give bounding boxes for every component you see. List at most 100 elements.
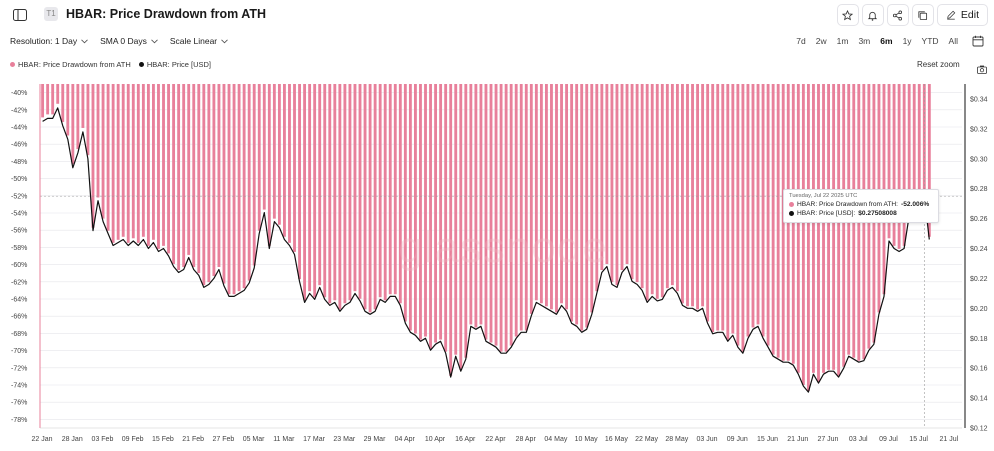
drawdown-bar — [343, 84, 347, 304]
drawdown-bar — [413, 84, 417, 334]
drawdown-bar — [408, 84, 412, 331]
drawdown-bar — [459, 84, 463, 370]
drawdown-bar — [126, 84, 130, 243]
drawdown-bar — [479, 84, 483, 325]
sma-dropdown[interactable]: SMA 0 Days — [100, 36, 158, 46]
x-tick-label: 27 Feb — [212, 436, 234, 443]
drawdown-bar — [494, 84, 498, 346]
copy-icon[interactable] — [911, 4, 934, 26]
tooltip-drawdown-label: HBAR: Price Drawdown from ATH: — [797, 201, 899, 208]
drawdown-bar — [71, 84, 75, 165]
range-button-3m[interactable]: 3m — [858, 36, 871, 46]
drawdown-bar — [46, 84, 50, 115]
drawdown-bar — [348, 84, 352, 301]
scale-dropdown[interactable]: Scale Linear — [170, 36, 228, 46]
calendar-icon[interactable] — [972, 34, 986, 48]
drawdown-bar — [529, 84, 533, 314]
x-tick-label: 23 Mar — [333, 436, 355, 443]
x-axis: 22 Jan 28 Jan 03 Feb 09 Feb 15 Feb 21 Feb 27 F… — [31, 427, 962, 443]
drawdown-bar — [86, 84, 90, 156]
range-button-all[interactable]: All — [948, 36, 958, 46]
y-right-tick-label: $0.18 — [970, 336, 988, 343]
range-button-1m[interactable]: 1m — [836, 36, 849, 46]
y-right-tick-label: $0.26 — [970, 216, 988, 223]
x-tick-label: 22 Apr — [485, 436, 506, 443]
drawdown-bar — [333, 84, 337, 301]
drawdown-bar — [681, 84, 684, 304]
drawdown-bar — [318, 84, 322, 286]
y-right-tick-label: $0.16 — [970, 366, 988, 373]
x-tick-label: 28 Apr — [516, 436, 537, 443]
drawdown-bar — [323, 84, 327, 298]
drawdown-bar — [157, 84, 160, 249]
tooltip-drawdown-value: -52.006% — [901, 201, 930, 208]
resolution-dropdown[interactable]: Resolution: 1 Day — [10, 36, 88, 46]
star-icon[interactable] — [836, 4, 859, 26]
drawdown-bar — [363, 84, 367, 310]
drawdown-bar — [570, 84, 574, 322]
range-button-ytd[interactable]: YTD — [921, 36, 939, 46]
x-tick-label: 22 May — [635, 436, 658, 443]
drawdown-bar — [182, 84, 186, 268]
drawdown-bar — [262, 84, 266, 210]
x-tick-label: 21 Feb — [182, 436, 204, 443]
chevron-down-icon — [221, 38, 228, 43]
drawdown-bar — [716, 84, 720, 331]
tooltip-price-label: HBAR: Price [USD]: — [797, 210, 856, 217]
price-line — [42, 107, 930, 393]
y-left-tick-label: -44% — [11, 125, 27, 132]
drawdown-bar — [106, 84, 110, 231]
drawdown-bar — [560, 84, 563, 304]
drawdown-bar — [812, 84, 815, 373]
x-tick-label: 10 May — [575, 436, 598, 443]
drawdown-bar — [600, 84, 604, 271]
drawdown-bar — [897, 84, 901, 249]
drawdown-bar — [353, 84, 357, 292]
legend-item-price[interactable]: HBAR: Price [USD] — [138, 60, 211, 69]
drawdown-bar — [706, 84, 710, 322]
y-left-tick-label: -48% — [11, 159, 27, 166]
range-button-2w[interactable]: 2w — [815, 36, 827, 46]
drawdown-bar — [81, 84, 85, 128]
drawdown-bar — [701, 84, 705, 307]
y-left-tick-label: -74% — [11, 383, 27, 390]
drawdown-bar — [172, 84, 176, 264]
x-tick-label: 21 Jun — [787, 436, 808, 443]
reset-zoom-button[interactable]: Reset zoom — [917, 60, 960, 69]
drawdown-bar — [504, 84, 508, 352]
drawdown-bar — [192, 84, 196, 268]
drawdown-bar — [736, 84, 740, 346]
y-right-tick-label: $0.22 — [970, 276, 988, 283]
drawdown-bar — [550, 84, 553, 310]
bell-icon[interactable] — [861, 4, 884, 26]
legend-label-drawdown: HBAR: Price Drawdown from ATH — [18, 60, 131, 69]
range-button-7d[interactable]: 7d — [796, 36, 806, 46]
drawdown-bar — [806, 84, 810, 391]
watermark: glassnode — [398, 223, 608, 272]
x-tick-label: 15 Jul — [909, 436, 928, 443]
range-button-1y[interactable]: 1y — [902, 36, 912, 46]
drawdown-bar — [136, 84, 140, 243]
drawdown-bar — [449, 84, 453, 376]
y-left-tick-label: -72% — [11, 365, 27, 372]
drawdown-bar — [741, 84, 745, 352]
edit-button[interactable]: Edit — [936, 4, 988, 26]
drawdown-bar — [419, 84, 422, 340]
range-button-6m[interactable]: 6m — [880, 36, 893, 46]
x-tick-label: 04 Apr — [395, 436, 416, 443]
drawdown-bar — [640, 84, 644, 289]
drawdown-bar — [403, 84, 407, 322]
drawdown-bar — [202, 84, 206, 286]
legend-item-drawdown[interactable]: HBAR: Price Drawdown from ATH — [10, 60, 131, 69]
camera-icon[interactable] — [977, 61, 987, 74]
sidebar-toggle-icon[interactable] — [9, 5, 31, 25]
drawdown-bar — [388, 84, 392, 295]
drawdown-bar — [41, 84, 45, 118]
drawdown-bar — [630, 84, 634, 280]
drawdown-bar — [283, 84, 286, 237]
top-bar: T1 HBAR: Price Drawdown from ATH Edit — [0, 0, 994, 30]
share-icon[interactable] — [886, 4, 909, 26]
drawdown-bar — [91, 84, 95, 228]
drawdown-bar — [162, 84, 165, 246]
